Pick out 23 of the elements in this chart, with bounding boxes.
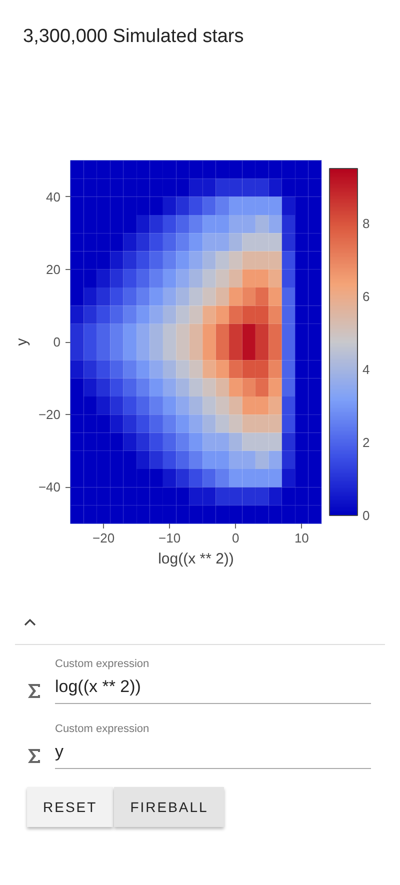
y-tick-label: −20	[38, 407, 61, 422]
x-tick-label: 10	[294, 530, 309, 546]
chart-title: 3,300,000 Simulated stars	[23, 25, 244, 49]
text: FIREBALL	[114, 787, 224, 828]
text: Custom expression	[55, 722, 150, 738]
color-bar-label: 6	[362, 288, 370, 304]
color-bar-label: 4	[362, 362, 370, 377]
text: log((x ** 2))	[55, 676, 142, 698]
text: Custom expression	[55, 657, 150, 672]
y-tick-label: 40	[46, 189, 61, 204]
y-axis-title: y	[13, 338, 30, 346]
y-tick-label: 0	[53, 334, 61, 350]
y-tick-label: 20	[46, 262, 61, 277]
x-axis-title: log((x ** 2))	[158, 550, 234, 568]
y-tick-label: −40	[38, 480, 61, 495]
text: y	[55, 740, 64, 763]
text: RESET	[27, 787, 114, 828]
x-tick-label: −20	[92, 530, 115, 546]
color-bar-label: 2	[362, 434, 370, 450]
color-bar-label: 8	[362, 216, 370, 231]
x-tick-label: 0	[232, 530, 240, 546]
x-tick-label: −10	[158, 530, 181, 546]
color-bar-label: 0	[362, 508, 370, 523]
